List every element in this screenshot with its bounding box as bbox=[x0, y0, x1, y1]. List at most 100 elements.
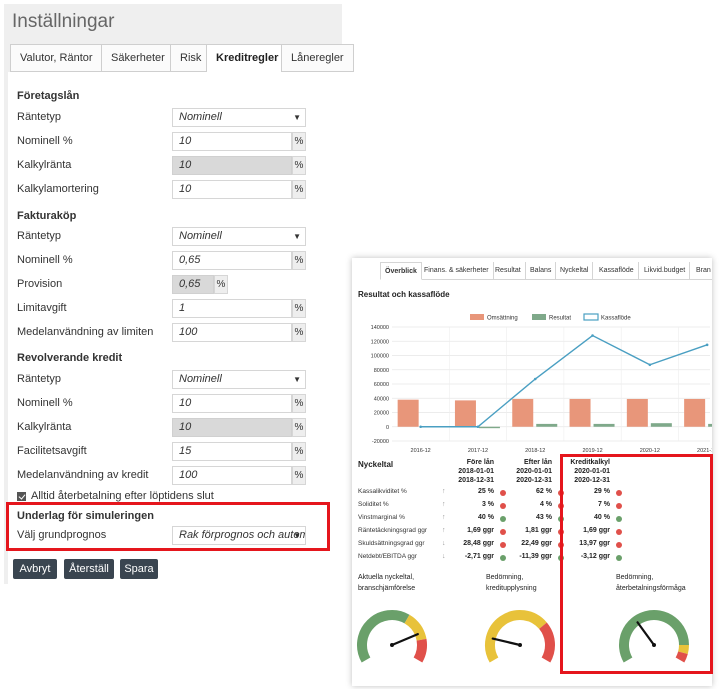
bar-omsattning bbox=[626, 398, 648, 427]
percent-unit: % bbox=[292, 418, 306, 437]
trend-arrow-icon: ↑ bbox=[442, 514, 446, 521]
foretagslan-nominell-input[interactable]: 10 bbox=[172, 132, 292, 151]
gauge-needle bbox=[636, 621, 656, 647]
save-button[interactable]: Spara bbox=[120, 559, 158, 579]
revolverande-rantetyp-select[interactable]: Nominell ▼ bbox=[172, 370, 306, 389]
point-kassaflode bbox=[533, 377, 537, 381]
foretagslan-kalkylranta-input: 10 bbox=[172, 156, 292, 175]
tab-sakerheter[interactable]: Säkerheter bbox=[101, 44, 175, 72]
gauge-arc bbox=[485, 610, 547, 663]
nyckeltal-value: 22,49 ggr bbox=[521, 540, 552, 547]
tab-likvid-budget[interactable]: Likvid.budget bbox=[640, 262, 691, 280]
nyckeltal-value: 1,69 ggr bbox=[583, 527, 610, 534]
tab-nyckeltal[interactable]: Nyckeltal bbox=[556, 262, 594, 280]
foretagslan-rantetyp-select[interactable]: Nominell ▼ bbox=[172, 108, 306, 127]
nyckeltal-title: Nyckeltal bbox=[358, 460, 394, 469]
tab-risk[interactable]: Risk bbox=[170, 44, 212, 72]
column-header-line: Före lån bbox=[466, 459, 494, 466]
revolverande-facilitet-input[interactable]: 15 bbox=[172, 442, 292, 461]
status-dot bbox=[500, 542, 506, 548]
bar-resultat bbox=[536, 423, 558, 427]
column-header-line: 2020-12-31 bbox=[574, 477, 610, 484]
chart-bars bbox=[397, 398, 712, 429]
column-header-line: 2018-01-01 bbox=[458, 468, 494, 475]
nyckeltal-value: 4 % bbox=[539, 501, 552, 508]
tab-kassaflode[interactable]: Kassaflöde bbox=[595, 262, 639, 280]
legend-swatch bbox=[583, 313, 599, 321]
gauge-label-line: kreditupplysning bbox=[486, 585, 537, 592]
dashboard-tabbar: Överblick Finans. & säkerheter Resultat … bbox=[380, 262, 712, 280]
status-dot bbox=[616, 529, 622, 535]
section-foretagslan-title: Företagslån bbox=[17, 90, 80, 102]
fakturakop-nominell-input[interactable]: 0,65 bbox=[172, 251, 292, 270]
status-dot bbox=[616, 555, 622, 561]
revolverande-kalkylranta-label: Kalkylränta bbox=[17, 421, 72, 433]
revolverande-medelanv-input[interactable]: 100 bbox=[172, 466, 292, 485]
gauge-label: Bedömning, återbetalningsförmåga bbox=[616, 572, 686, 594]
gauge-needle bbox=[491, 637, 522, 647]
reset-button[interactable]: Återställ bbox=[64, 559, 114, 579]
tab-kreditregler[interactable]: Kreditregler bbox=[206, 44, 289, 73]
gauge-label-line: Bedömning, bbox=[486, 574, 524, 581]
nyckeltal-column-header: Före lån 2018-01-01 2018-12-31 bbox=[434, 458, 494, 485]
bar-resultat bbox=[478, 426, 500, 429]
always-repay-checkbox[interactable] bbox=[17, 492, 26, 501]
nyckeltal-row-label: Skuldsättningsgrad ggr bbox=[358, 540, 425, 547]
gauge-dial bbox=[619, 610, 689, 663]
percent-unit: % bbox=[292, 442, 306, 461]
revolverande-nominell-input[interactable]: 10 bbox=[172, 394, 292, 413]
tab-balans[interactable]: Balans bbox=[526, 262, 557, 280]
legend-swatch bbox=[532, 314, 546, 320]
point-kassaflode bbox=[591, 334, 594, 337]
trend-arrow-icon: ↑ bbox=[442, 488, 446, 495]
revolverande-facilitet-label: Facilitetsavgift bbox=[17, 445, 87, 457]
nyckeltal-value: 43 % bbox=[536, 514, 552, 521]
status-dot bbox=[616, 490, 622, 496]
revolverande-rantetyp-label: Räntetyp bbox=[17, 373, 62, 385]
revolverande-rantetyp-value: Nominell bbox=[179, 373, 222, 385]
nyckeltal-row-label: Soliditet % bbox=[358, 501, 389, 508]
grundprognos-select[interactable]: Rak förprognos och autom ▼ bbox=[172, 526, 306, 545]
chart-axis: 140000 120000 100000 80000 60000 40000 20000 0 -… bbox=[371, 325, 712, 454]
fakturakop-nominell-label: Nominell % bbox=[17, 254, 73, 266]
gauge-arc bbox=[404, 614, 427, 641]
foretagslan-rantetyp-label: Räntetyp bbox=[17, 111, 62, 123]
gauge-label-line: Aktuella nyckeltal, bbox=[358, 574, 415, 581]
gauge-label-line: branschjämförelse bbox=[358, 585, 416, 592]
y-tick-label: -20000 bbox=[372, 439, 389, 445]
nyckeltal-value: -3,12 ggr bbox=[580, 553, 610, 560]
tab-overblick[interactable]: Överblick bbox=[380, 262, 422, 280]
foretagslan-kalkylamortering-input[interactable]: 10 bbox=[172, 180, 292, 199]
gauge-arc bbox=[357, 610, 410, 663]
status-dot bbox=[616, 542, 622, 548]
gauge-label-line: återbetalningsförmåga bbox=[616, 585, 686, 592]
tab-valutor-rantor[interactable]: Valutor, Räntor bbox=[10, 44, 103, 72]
percent-unit: % bbox=[292, 394, 306, 413]
bar-omsattning bbox=[512, 398, 534, 427]
nyckeltal-value: 28,48 ggr bbox=[463, 540, 494, 547]
tab-finans-sakerheter[interactable]: Finans. & säkerheter bbox=[420, 262, 494, 280]
revolverande-medelanv-label: Medelanvändning av kredit bbox=[17, 469, 149, 481]
line-kassaflode bbox=[420, 334, 708, 428]
status-dot bbox=[616, 516, 622, 522]
legend-label: Omsättning bbox=[487, 316, 518, 322]
x-tick-label: 2016-12 bbox=[411, 448, 431, 454]
tab-bransch[interactable]: Bran bbox=[696, 267, 711, 274]
tab-resultat[interactable]: Resultat bbox=[491, 262, 526, 280]
percent-unit: % bbox=[292, 466, 306, 485]
foretagslan-kalkylranta-label: Kalkylränta bbox=[17, 159, 72, 171]
status-dot bbox=[500, 529, 506, 535]
fakturakop-medelanv-label: Medelanvändning av limiten bbox=[17, 326, 154, 338]
x-tick-label: 2020-12 bbox=[640, 448, 660, 454]
fakturakop-rantetyp-select[interactable]: Nominell ▼ bbox=[172, 227, 306, 246]
bar-resultat bbox=[708, 423, 712, 427]
point-kassaflode bbox=[705, 343, 709, 347]
fakturakop-medelanv-input[interactable]: 100 bbox=[172, 323, 292, 342]
fakturakop-limitavgift-input[interactable]: 1 bbox=[172, 299, 292, 318]
grundprognos-label: Välj grundprognos bbox=[17, 529, 107, 541]
bar-omsattning bbox=[569, 398, 591, 427]
tab-laneregler[interactable]: Låneregler bbox=[281, 44, 354, 72]
cancel-button[interactable]: Avbryt bbox=[13, 559, 57, 579]
y-tick-label: 80000 bbox=[374, 368, 389, 374]
section-fakturakop-title: Fakturaköp bbox=[17, 210, 77, 222]
